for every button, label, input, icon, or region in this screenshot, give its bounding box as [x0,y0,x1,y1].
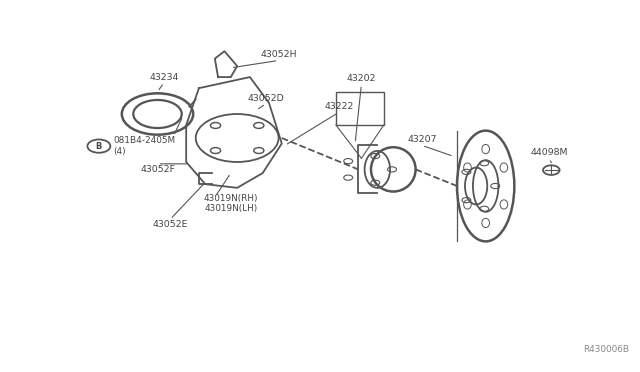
Text: 43222: 43222 [324,102,354,111]
Text: 43052D: 43052D [248,94,284,103]
Text: 43052F: 43052F [140,165,175,174]
Text: 43052H: 43052H [260,51,297,60]
Text: 43234: 43234 [149,73,179,81]
Text: 43019N(LH): 43019N(LH) [204,203,257,213]
Text: R430006B: R430006B [583,345,629,354]
Text: 43052E: 43052E [152,220,188,229]
Text: 43202: 43202 [347,74,376,83]
Text: 43019N(RH): 43019N(RH) [204,195,258,203]
Text: 081B4-2405M
(4): 081B4-2405M (4) [113,137,175,156]
Text: B: B [96,142,102,151]
Text: 43207: 43207 [407,135,436,144]
Text: 44098M: 44098M [531,148,568,157]
